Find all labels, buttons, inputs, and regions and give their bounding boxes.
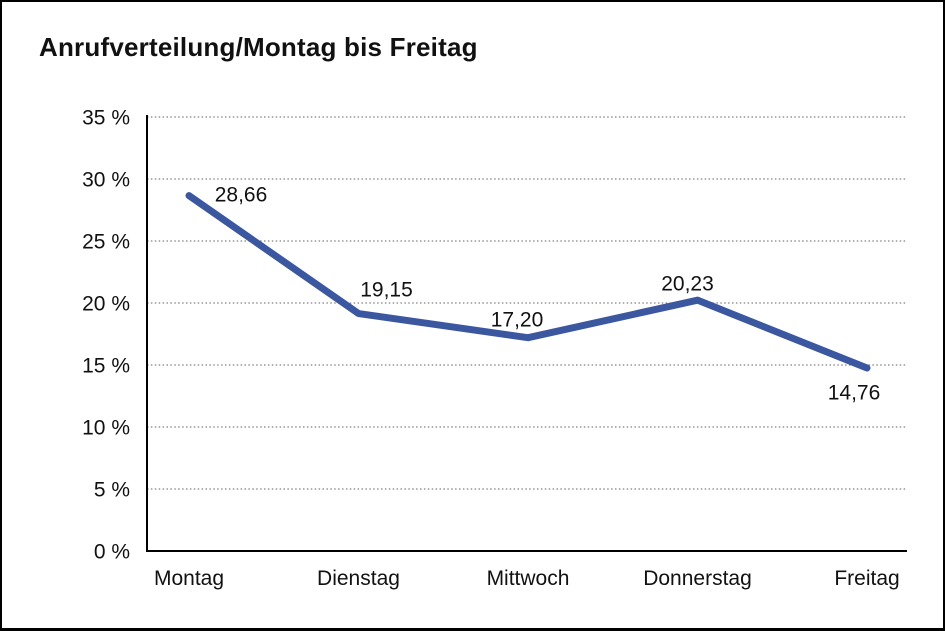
y-tick-label-35: 35 % xyxy=(82,107,130,130)
y-tick-label-10: 10 % xyxy=(82,417,130,440)
point-label-freitag: 14,76 xyxy=(828,381,881,404)
point-label-donnerstag: 20,23 xyxy=(661,273,714,296)
x-tick-label-mittwoch: Mittwoch xyxy=(487,567,570,590)
point-label-dienstag: 19,15 xyxy=(360,279,413,302)
y-tick-label-20: 20 % xyxy=(82,293,130,316)
data-line-anrufverteilung xyxy=(185,192,871,372)
x-tick-label-dienstag: Dienstag xyxy=(317,567,400,590)
y-tick-label-0: 0 % xyxy=(94,541,130,564)
y-tick-label-15: 15 % xyxy=(82,355,130,378)
x-tick-label-freitag: Freitag xyxy=(834,567,899,590)
x-tick-label-donnerstag: Donnerstag xyxy=(643,567,752,590)
y-tick-label-30: 30 % xyxy=(82,169,130,192)
point-label-montag: 28,66 xyxy=(215,184,268,207)
point-label-mittwoch: 17,20 xyxy=(491,309,544,332)
y-tick-label-5: 5 % xyxy=(94,479,130,502)
x-tick-label-montag: Montag xyxy=(154,567,224,590)
chart-title: Anrufverteilung/Montag bis Freitag xyxy=(39,32,478,62)
y-tick-label-25: 25 % xyxy=(82,231,130,254)
